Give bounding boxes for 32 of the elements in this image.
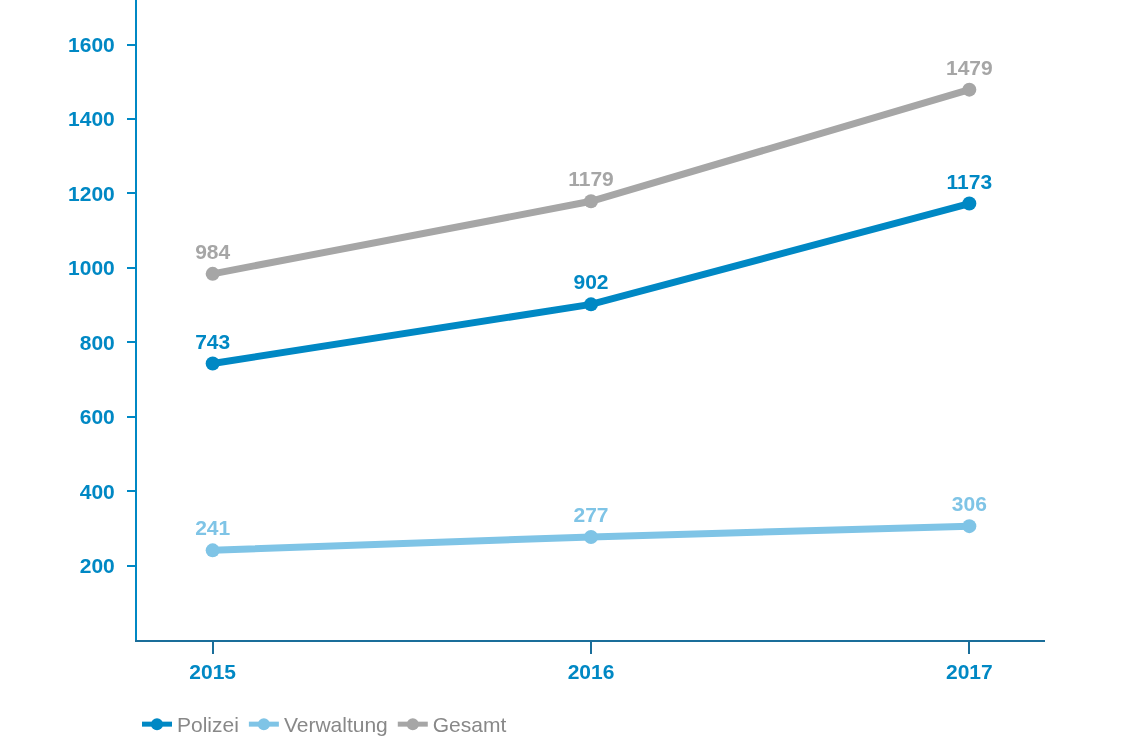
y-tick-label: 1200 xyxy=(68,181,115,205)
point xyxy=(962,196,977,211)
legend-label: Verwaltung xyxy=(283,713,388,737)
point xyxy=(205,543,220,558)
legend-label: Polizei xyxy=(177,713,239,737)
y-tick-label: 800 xyxy=(79,330,115,354)
data-label: 1173 xyxy=(946,169,993,193)
data-label: 277 xyxy=(573,502,609,526)
data-label: 306 xyxy=(951,492,987,516)
data-label: 743 xyxy=(195,329,231,353)
point xyxy=(205,266,220,281)
data-label: 984 xyxy=(195,239,231,263)
y-tick-label: 400 xyxy=(79,479,115,503)
x-tick-label: 2017 xyxy=(945,660,993,684)
y-tick-label: 200 xyxy=(79,553,115,577)
x-tick-label: 2015 xyxy=(189,660,237,684)
data-label: 1179 xyxy=(568,167,614,191)
x-tick-label: 2016 xyxy=(567,660,615,684)
data-label: 1479 xyxy=(945,55,993,79)
point xyxy=(584,297,598,312)
point xyxy=(205,356,220,371)
data-label: 241 xyxy=(195,516,231,540)
point xyxy=(962,82,977,97)
y-tick-label: 600 xyxy=(79,405,115,429)
data-label: 902 xyxy=(573,270,609,294)
y-tick-label: 1400 xyxy=(68,107,115,131)
point xyxy=(584,194,598,209)
point xyxy=(584,529,598,544)
legend-label: Gesamt xyxy=(432,713,507,737)
point xyxy=(962,519,977,534)
y-tick-label: 1600 xyxy=(68,33,115,56)
y-tick-label: 1000 xyxy=(68,256,115,280)
